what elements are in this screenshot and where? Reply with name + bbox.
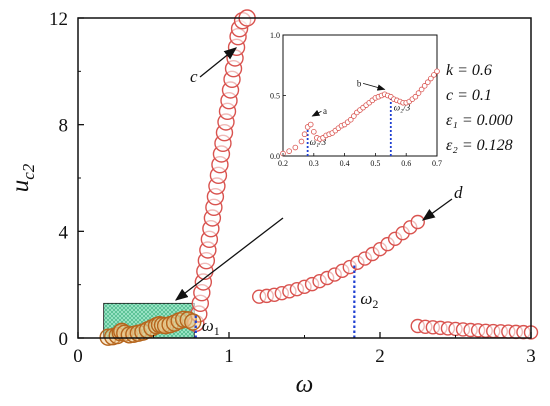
inset-data-point [347, 116, 354, 123]
inset-data-point [421, 83, 428, 89]
x-tick-label: 3 [526, 346, 536, 367]
inset-x-tick-label: 0.6 [401, 159, 411, 168]
inset-data-point [424, 79, 431, 85]
resonance-lines [194, 265, 356, 338]
y-tick-label: 0 [59, 329, 69, 350]
inset-data-point [310, 129, 317, 135]
label-c: c [190, 67, 198, 86]
inset-x-tick-label: 0.4 [340, 159, 350, 168]
resonance-label-2: ω2 [360, 289, 378, 311]
inset-arrow-b [362, 83, 386, 91]
inset-data-point [307, 121, 314, 128]
inset-data-point [301, 131, 308, 138]
inset-x-tick-label: 0.7 [432, 159, 442, 168]
inset-y-tick-label: 0.5 [270, 92, 280, 101]
label-d: d [454, 183, 463, 202]
resonance-label-1: ω1 [202, 316, 220, 338]
arrow-d [421, 198, 453, 221]
inset-data-point [412, 93, 419, 100]
y-axis-subscript: c2 [19, 163, 38, 180]
inset-data-point [292, 144, 299, 151]
inset-data-point [286, 148, 292, 154]
main-data-points [99, 9, 539, 346]
y-axis-title: uc2 [7, 163, 38, 192]
parameters-legend: k = 0.6 c = 0.1 ε₁ = 0.000 ε₂ = 0.128 [446, 62, 513, 154]
arrow-c [199, 47, 238, 78]
inset-line-label-1: ω₁/3 [310, 137, 327, 147]
y-tick-label: 8 [59, 116, 69, 137]
inset-label-a: a [323, 106, 327, 116]
inset-data-point [298, 138, 305, 145]
y-tick-label: 4 [59, 222, 69, 243]
inset-data-point [415, 90, 422, 96]
x-axis-title: ω [296, 371, 314, 398]
inset-y-tick-label: 1.0 [270, 31, 280, 40]
parameter-1: k = 0.6 [446, 62, 492, 79]
inset-chart: ω₁/3 ω₂/3 0.2 0.3 0.4 0.5 0.6 0.7 0.0 0.5 1.0 a b [270, 31, 442, 168]
data-point-d [410, 214, 425, 230]
parameter-3: ε₁ = 0.000 [446, 112, 513, 129]
parameter-2: c = 0.1 [446, 87, 492, 104]
inset-x-tick-label: 0.2 [278, 159, 288, 168]
x-tick-label: 2 [375, 346, 385, 367]
inset-x-tick-label: 0.3 [309, 159, 319, 168]
inset-data-point [418, 86, 425, 93]
inset-line-label-2: ω₂/3 [394, 103, 411, 113]
inset-data-point [428, 75, 434, 82]
inset-y-tick-label: 0.0 [270, 152, 280, 161]
data-point-low [184, 313, 202, 331]
inset-frame [282, 34, 438, 157]
inset-data-point [351, 113, 357, 119]
inset-data-point [431, 72, 437, 78]
inset-x-tick-label: 0.5 [370, 159, 380, 168]
x-tick-label: 0 [73, 346, 83, 367]
inset-data-point [434, 68, 440, 75]
arrow-inset [174, 217, 284, 301]
y-tick-label: 12 [49, 9, 68, 30]
x-tick-label: 1 [224, 346, 234, 367]
inset-arrow-a [311, 109, 322, 117]
parameter-4: ε₂ = 0.128 [446, 137, 513, 154]
inset-label-b: b [357, 78, 362, 88]
